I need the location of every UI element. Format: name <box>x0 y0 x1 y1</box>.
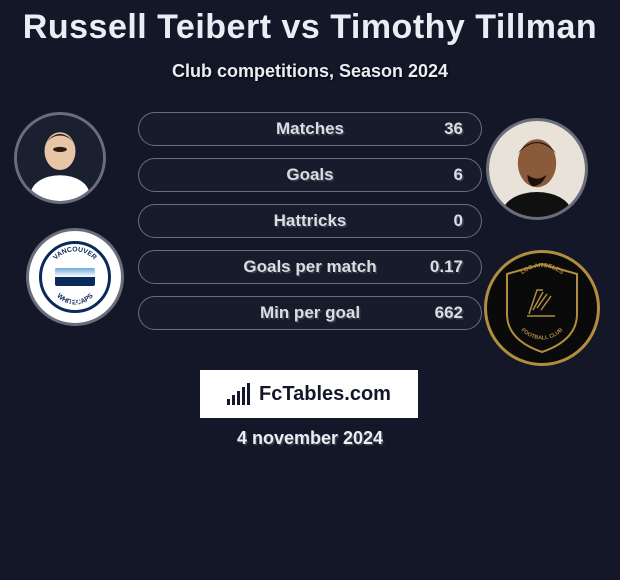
brand-badge: FcTables.com <box>200 370 418 418</box>
stat-row: Min per goal 662 <box>138 296 482 330</box>
stat-row: Matches 36 <box>138 112 482 146</box>
player1-avatar <box>14 112 106 204</box>
stat-label: Min per goal <box>260 303 360 323</box>
club1-sub: FC <box>70 299 79 306</box>
club2-badge: LOS ANGELES FOOTBALL CLUB <box>484 250 600 366</box>
player2-avatar <box>486 118 588 220</box>
stat-value: 6 <box>454 165 463 185</box>
stat-label: Hattricks <box>274 211 347 231</box>
stat-value: 0 <box>454 211 463 231</box>
stat-row: Hattricks 0 <box>138 204 482 238</box>
stat-row: Goals 6 <box>138 158 482 192</box>
date-text: 4 november 2024 <box>0 428 620 449</box>
svg-text:VANCOUVER: VANCOUVER <box>52 246 98 261</box>
brand-text: FcTables.com <box>259 383 391 406</box>
stat-value: 0.17 <box>430 257 463 277</box>
svg-text:LOS ANGELES: LOS ANGELES <box>520 263 564 276</box>
club1-badge: VANCOUVER WHITECAPS FC <box>26 228 124 326</box>
page-title: Russell Teibert vs Timothy Tillman <box>0 8 620 47</box>
stat-row: Goals per match 0.17 <box>138 250 482 284</box>
stats-list: Matches 36 Goals 6 Hattricks 0 Goals per match… <box>138 112 482 342</box>
comparison-panel: VANCOUVER WHITECAPS FC LOS ANGELES FOOTB… <box>0 112 620 372</box>
bars-icon <box>227 383 253 405</box>
svg-text:FOOTBALL CLUB: FOOTBALL CLUB <box>520 327 565 341</box>
stat-label: Goals per match <box>243 257 376 277</box>
subtitle: Club competitions, Season 2024 <box>0 61 620 82</box>
stat-label: Matches <box>276 119 344 139</box>
stat-value: 662 <box>435 303 463 323</box>
stat-value: 36 <box>444 119 463 139</box>
stat-label: Goals <box>286 165 333 185</box>
